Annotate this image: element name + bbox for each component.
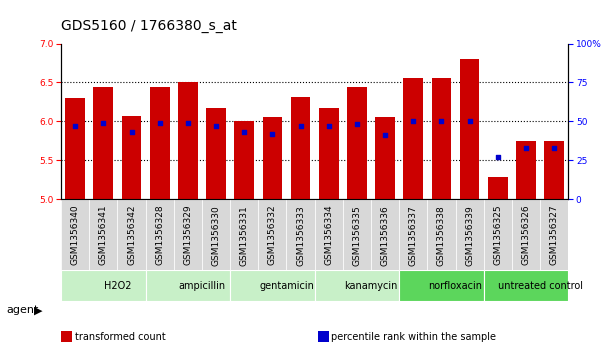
Bar — [544, 141, 564, 199]
Bar — [230, 199, 258, 270]
Text: gentamicin: gentamicin — [259, 281, 314, 291]
Text: GSM1356339: GSM1356339 — [465, 205, 474, 265]
Bar — [145, 199, 174, 270]
Bar — [375, 117, 395, 199]
Point — [126, 129, 136, 135]
Bar — [206, 108, 226, 199]
Bar — [202, 199, 230, 270]
Text: H2O2: H2O2 — [104, 281, 131, 291]
Bar — [235, 121, 254, 199]
Bar — [174, 199, 202, 270]
Text: GSM1356332: GSM1356332 — [268, 205, 277, 265]
Point — [521, 145, 531, 151]
Text: kanamycin: kanamycin — [345, 281, 398, 291]
Bar — [230, 270, 315, 301]
Text: GSM1356329: GSM1356329 — [183, 205, 192, 265]
Bar — [61, 270, 145, 301]
Point — [493, 154, 503, 160]
Point — [465, 118, 475, 124]
Text: GSM1356340: GSM1356340 — [71, 205, 79, 265]
Point — [70, 123, 80, 129]
Bar — [61, 199, 89, 270]
Bar — [427, 199, 456, 270]
Text: GSM1356327: GSM1356327 — [550, 205, 558, 265]
Bar — [512, 199, 540, 270]
Bar — [459, 59, 480, 199]
Bar — [315, 199, 343, 270]
Point — [324, 123, 334, 129]
Point — [98, 120, 108, 126]
Bar — [516, 141, 536, 199]
Text: percentile rank within the sample: percentile rank within the sample — [331, 331, 496, 342]
Point — [549, 145, 559, 151]
Bar — [291, 97, 310, 199]
Bar — [399, 199, 427, 270]
Text: GSM1356341: GSM1356341 — [99, 205, 108, 265]
Text: ▶: ▶ — [34, 305, 42, 315]
Text: agent: agent — [6, 305, 38, 315]
Text: untreated control: untreated control — [497, 281, 582, 291]
Text: transformed count: transformed count — [75, 331, 166, 342]
Bar — [431, 78, 452, 199]
Point — [352, 122, 362, 127]
Bar — [484, 199, 512, 270]
Point — [436, 118, 446, 124]
Text: norfloxacin: norfloxacin — [428, 281, 483, 291]
Text: GSM1356334: GSM1356334 — [324, 205, 333, 265]
Point — [408, 118, 418, 124]
Text: GSM1356331: GSM1356331 — [240, 205, 249, 265]
Bar — [258, 199, 287, 270]
Bar — [540, 199, 568, 270]
Text: GSM1356335: GSM1356335 — [353, 205, 362, 265]
Bar — [122, 116, 141, 199]
Text: GSM1356342: GSM1356342 — [127, 205, 136, 265]
Bar — [117, 199, 145, 270]
Point — [240, 129, 249, 135]
Bar — [287, 199, 315, 270]
Bar — [93, 87, 113, 199]
Text: GSM1356325: GSM1356325 — [493, 205, 502, 265]
Text: GSM1356330: GSM1356330 — [211, 205, 221, 265]
Bar — [488, 176, 508, 199]
Bar — [89, 199, 117, 270]
Bar — [371, 199, 399, 270]
Text: GSM1356326: GSM1356326 — [521, 205, 530, 265]
Point — [296, 123, 306, 129]
Bar — [315, 270, 399, 301]
Bar — [403, 78, 423, 199]
Text: GSM1356328: GSM1356328 — [155, 205, 164, 265]
Bar — [456, 199, 484, 270]
Point — [155, 120, 164, 126]
Bar — [347, 87, 367, 199]
Point — [211, 123, 221, 129]
Point — [183, 120, 193, 126]
Text: GSM1356338: GSM1356338 — [437, 205, 446, 265]
Text: ampicillin: ampicillin — [178, 281, 225, 291]
Text: GSM1356336: GSM1356336 — [381, 205, 390, 265]
Bar — [484, 270, 568, 301]
Text: GDS5160 / 1766380_s_at: GDS5160 / 1766380_s_at — [61, 19, 237, 33]
Bar — [319, 108, 338, 199]
Bar — [178, 82, 198, 199]
Bar — [145, 270, 230, 301]
Text: GSM1356337: GSM1356337 — [409, 205, 418, 265]
Point — [380, 132, 390, 138]
Bar — [343, 199, 371, 270]
Bar — [150, 87, 170, 199]
Text: GSM1356333: GSM1356333 — [296, 205, 305, 265]
Bar — [65, 98, 85, 199]
Bar — [399, 270, 484, 301]
Point — [268, 131, 277, 136]
Bar — [263, 118, 282, 199]
